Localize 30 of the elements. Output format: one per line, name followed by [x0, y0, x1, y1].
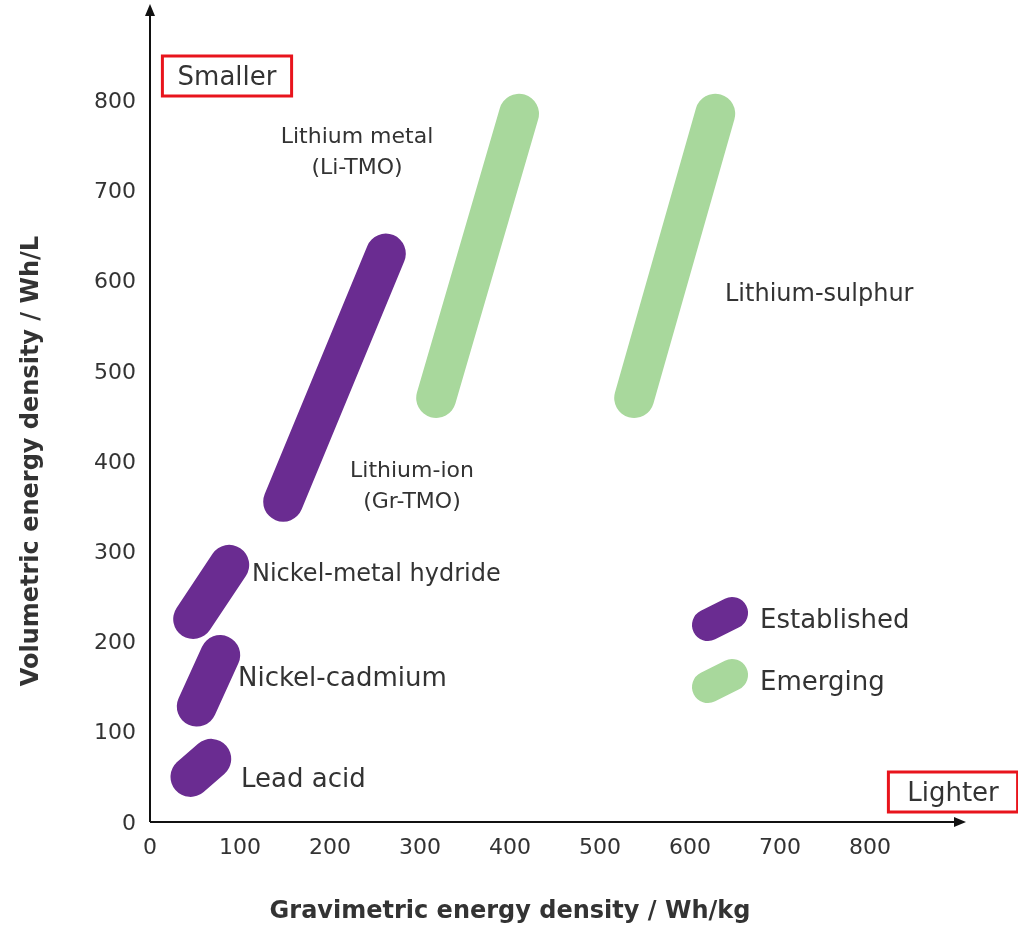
y-axis-title: Volumetric energy density / Wh/L — [16, 235, 44, 687]
x-tick-label: 200 — [309, 834, 351, 859]
x-tick-label: 100 — [219, 834, 261, 859]
y-tick-label: 700 — [94, 178, 136, 204]
y-tick-label: 800 — [94, 87, 136, 113]
legend-label: Emerging — [760, 666, 885, 697]
y-tick-label: 0 — [122, 809, 136, 835]
x-tick-label: 400 — [489, 834, 531, 859]
annotation: Lead acid — [241, 763, 366, 794]
annotation: Nickel-cadmium — [238, 662, 447, 693]
x-tick-label: 700 — [759, 834, 801, 859]
y-tick-label: 500 — [94, 358, 136, 384]
annotation: Lighter — [907, 777, 1000, 808]
annotation: Smaller — [177, 61, 277, 92]
x-tick-label: 600 — [669, 834, 711, 859]
annotation: Lithium-ion (Gr-TMO) — [350, 456, 474, 513]
y-tick-label: 600 — [94, 268, 136, 294]
x-tick-label: 800 — [849, 834, 891, 859]
x-tick-label: 500 — [579, 834, 621, 859]
y-tick-label: 200 — [94, 629, 136, 655]
y-tick-label: 300 — [94, 539, 136, 565]
annotation: Lithium metal (Li-TMO) — [280, 122, 434, 179]
annotation: Nickel-metal hydride — [252, 559, 501, 588]
y-tick-label: 100 — [94, 719, 136, 745]
annotation: Lithium-sulphur — [725, 279, 914, 308]
x-tick-label: 0 — [143, 834, 157, 859]
x-axis-title: Gravimetric energy density / Wh/kg — [269, 896, 751, 924]
x-tick-label: 300 — [399, 834, 441, 859]
y-tick-label: 400 — [94, 448, 136, 474]
legend-label: Established — [760, 604, 910, 635]
